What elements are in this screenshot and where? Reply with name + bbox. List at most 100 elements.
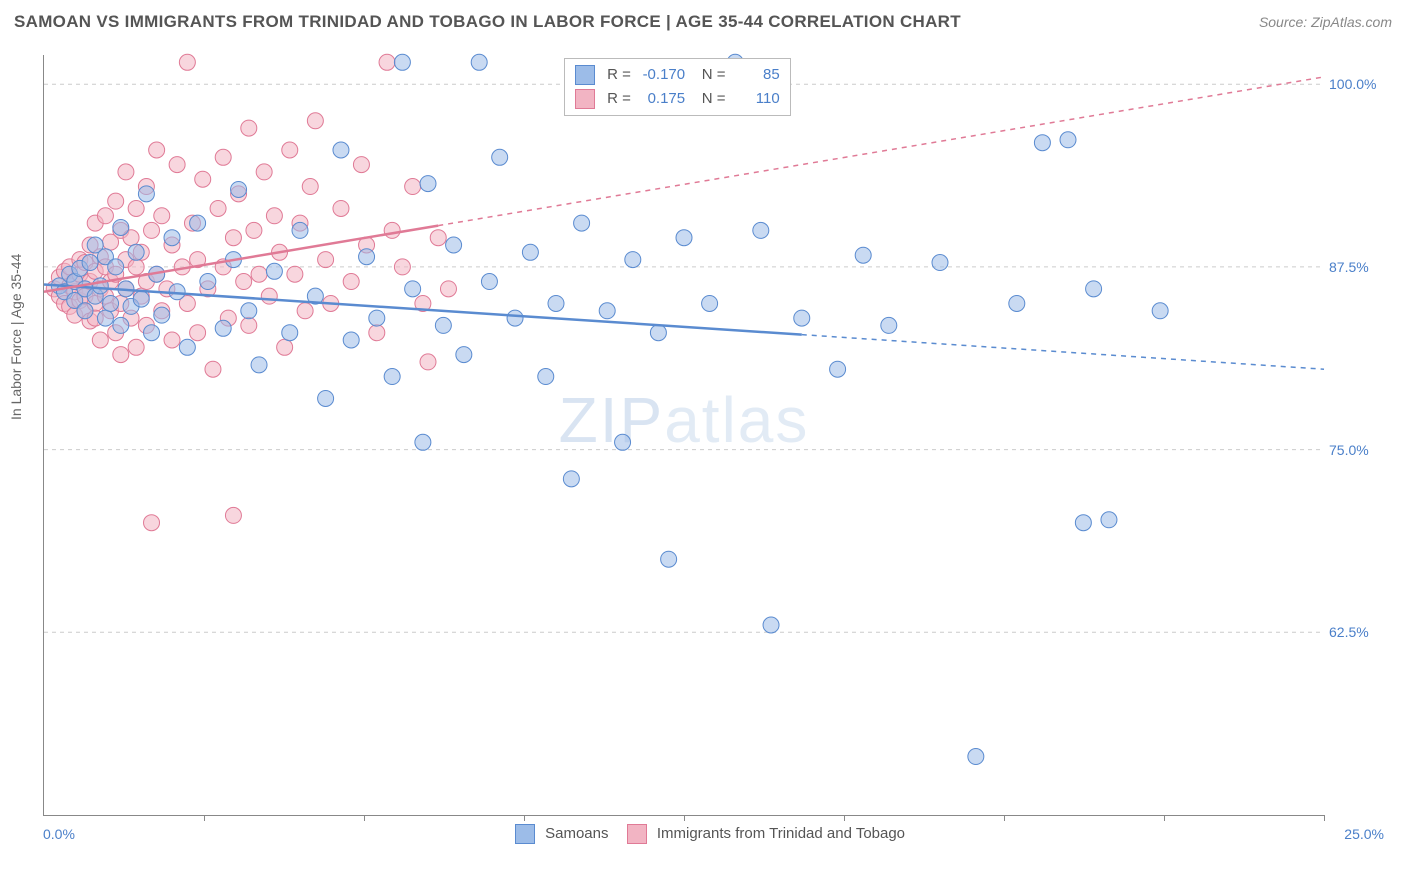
data-point (225, 507, 241, 523)
data-point (661, 551, 677, 567)
data-point (261, 288, 277, 304)
data-point (277, 339, 293, 355)
data-point (266, 263, 282, 279)
data-point (292, 222, 308, 238)
data-point (128, 200, 144, 216)
data-point (236, 274, 252, 290)
data-point (615, 434, 631, 450)
data-point (164, 332, 180, 348)
data-point (149, 142, 165, 158)
data-point (190, 215, 206, 231)
data-point (195, 171, 211, 187)
legend-swatch-series2 (627, 824, 647, 844)
data-point (430, 230, 446, 246)
y-tick-label: 75.0% (1329, 442, 1384, 458)
x-tick (1324, 815, 1325, 821)
legend-swatch-series1 (515, 824, 535, 844)
data-point (384, 369, 400, 385)
data-point (456, 347, 472, 363)
data-point (190, 325, 206, 341)
data-point (266, 208, 282, 224)
data-point (251, 357, 267, 373)
data-point (753, 222, 769, 238)
x-tick (364, 815, 365, 821)
data-point (333, 142, 349, 158)
y-tick-label: 62.5% (1329, 624, 1384, 640)
y-tick-label: 100.0% (1329, 76, 1384, 92)
plot-area: ZIPatlas 62.5%75.0%87.5%100.0% R = -0.17… (43, 55, 1324, 816)
data-point (405, 281, 421, 297)
data-point (113, 317, 129, 333)
data-point (179, 54, 195, 70)
data-point (855, 247, 871, 263)
data-point (318, 252, 334, 268)
data-point (435, 317, 451, 333)
data-point (282, 325, 298, 341)
data-point (763, 617, 779, 633)
data-point (830, 361, 846, 377)
data-point (1152, 303, 1168, 319)
data-point (128, 339, 144, 355)
data-point (282, 142, 298, 158)
data-point (369, 325, 385, 341)
data-point (103, 295, 119, 311)
data-point (251, 266, 267, 282)
stat-swatch-series2 (575, 89, 595, 109)
data-point (97, 208, 113, 224)
data-point (548, 295, 564, 311)
source-label: Source: ZipAtlas.com (1259, 14, 1392, 30)
data-point (507, 310, 523, 326)
data-point (215, 149, 231, 165)
data-point (384, 222, 400, 238)
y-axis-label: In Labor Force | Age 35-44 (8, 254, 24, 420)
data-point (522, 244, 538, 260)
data-point (968, 749, 984, 765)
data-point (138, 186, 154, 202)
data-point (379, 54, 395, 70)
data-point (932, 255, 948, 271)
data-point (256, 164, 272, 180)
data-point (179, 339, 195, 355)
data-point (599, 303, 615, 319)
data-point (394, 259, 410, 275)
data-point (241, 120, 257, 136)
data-point (128, 259, 144, 275)
data-point (420, 354, 436, 370)
data-point (77, 303, 93, 319)
x-tick (1164, 815, 1165, 821)
data-point (133, 291, 149, 307)
data-point (297, 303, 313, 319)
data-point (144, 515, 160, 531)
data-point (676, 230, 692, 246)
data-point (471, 54, 487, 70)
data-point (563, 471, 579, 487)
data-point (108, 193, 124, 209)
x-tick (204, 815, 205, 821)
data-point (481, 274, 497, 290)
data-point (200, 274, 216, 290)
data-point (307, 113, 323, 129)
data-point (625, 252, 641, 268)
data-point (1034, 135, 1050, 151)
data-point (154, 208, 170, 224)
data-point (154, 307, 170, 323)
data-point (369, 310, 385, 326)
correlation-stat-box: R = -0.170 N = 85 R = 0.175 N = 110 (564, 58, 791, 116)
data-point (210, 200, 226, 216)
stat-swatch-series1 (575, 65, 595, 85)
y-tick-label: 87.5% (1329, 259, 1384, 275)
data-point (574, 215, 590, 231)
stat-row-series1: R = -0.170 N = 85 (575, 63, 780, 87)
data-point (241, 303, 257, 319)
data-point (113, 347, 129, 363)
data-point (1060, 132, 1076, 148)
trend-line-extrapolated (802, 335, 1324, 370)
data-point (650, 325, 666, 341)
data-point (359, 249, 375, 265)
data-point (241, 317, 257, 333)
legend-label-series1: Samoans (545, 825, 608, 842)
data-point (343, 332, 359, 348)
stat-row-series2: R = 0.175 N = 110 (575, 87, 780, 111)
data-point (343, 274, 359, 290)
data-point (118, 164, 134, 180)
